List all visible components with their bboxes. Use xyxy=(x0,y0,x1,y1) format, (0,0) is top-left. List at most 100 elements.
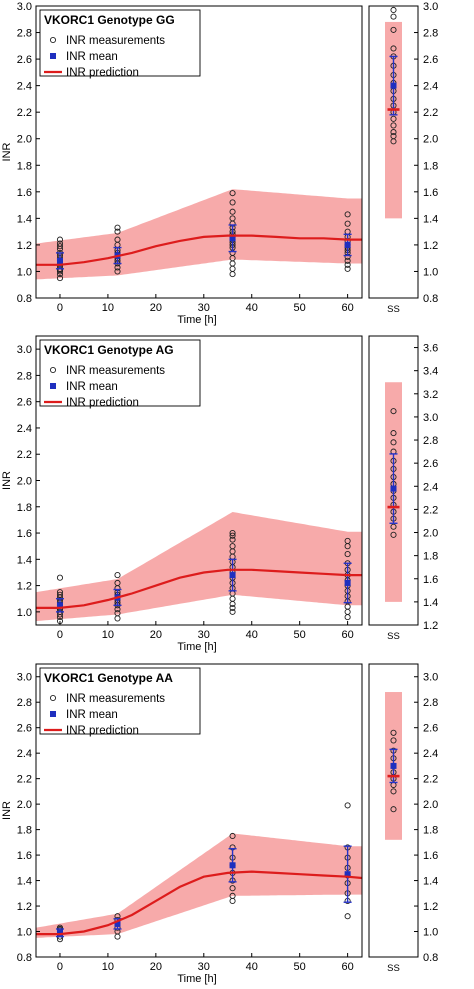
ss-measurement-point xyxy=(390,531,397,538)
measurement-point xyxy=(229,265,236,272)
y-tick-label: 1.6 xyxy=(17,187,32,199)
plot-area xyxy=(36,189,362,282)
mean-marker xyxy=(56,602,63,609)
ss-measurement-point xyxy=(390,430,397,437)
y-tick-label: 2.6 xyxy=(17,723,32,735)
legend-mean-marker xyxy=(50,383,56,389)
prediction-band xyxy=(36,189,362,280)
legend-measurements-label: INR measurements xyxy=(66,693,165,705)
legend-measurement-marker xyxy=(49,694,57,702)
legend-title: VKORC1 Genotype GG xyxy=(44,13,175,27)
measurement-point xyxy=(344,537,351,544)
y-tick-label: 1.2 xyxy=(17,240,32,252)
ss-measurement-point xyxy=(390,806,397,813)
mean-marker xyxy=(56,257,63,264)
mean-marker xyxy=(229,572,236,579)
ss-axis-label: SS xyxy=(387,631,400,642)
x-tick-label: 30 xyxy=(198,302,210,314)
measurement-point xyxy=(344,261,351,268)
ss-frame xyxy=(368,663,419,958)
legend-mean-label: INR mean xyxy=(66,709,118,721)
y-tick-label: 1.6 xyxy=(17,528,32,540)
measurement-point xyxy=(114,606,121,613)
ss-y-tick-label: 2.6 xyxy=(423,723,438,735)
measurement-point xyxy=(56,243,64,250)
ss-y-tick-label: 2.4 xyxy=(423,481,438,493)
x-tick-label: 0 xyxy=(57,629,63,641)
mean-marker xyxy=(114,920,121,927)
ss-measurement-point xyxy=(390,729,397,736)
ss-axis-label: SS xyxy=(387,304,400,315)
y-tick-label: 2.2 xyxy=(17,107,32,119)
ss-y-tick-label: 2.6 xyxy=(423,54,438,66)
y-tick-label: 2.6 xyxy=(17,54,32,66)
ss-y-tick-label: 2.8 xyxy=(423,28,438,40)
measurement-point xyxy=(344,265,351,272)
y-tick-label: 3.0 xyxy=(17,344,32,356)
measurement-point xyxy=(229,215,236,222)
measurement-point xyxy=(344,608,351,615)
x-tick-label: 40 xyxy=(246,629,258,641)
measurement-point xyxy=(56,591,64,598)
legend: VKORC1 Genotype GG INR measurements INR me… xyxy=(39,9,201,79)
measurement-point xyxy=(114,236,121,243)
measurement-point xyxy=(114,610,121,617)
y-tick-label: 1.0 xyxy=(17,607,32,619)
measurement-point xyxy=(229,543,236,550)
ss-y-tick-label: 3.0 xyxy=(423,672,438,684)
ss-y-tick-label: 1.2 xyxy=(423,620,438,632)
x-tick-label: 20 xyxy=(150,629,162,641)
ss-measurement-point xyxy=(390,133,397,140)
measurement-point xyxy=(114,264,121,271)
y-tick-label: 3.0 xyxy=(17,672,32,684)
measurement-point xyxy=(229,260,236,267)
legend-prediction-label: INR prediction xyxy=(66,397,139,409)
y-tick-label: 0.8 xyxy=(17,952,32,964)
x-tick-label: 30 xyxy=(198,961,210,973)
legend-title: VKORC1 Genotype AG xyxy=(44,343,174,357)
y-tick-label: 1.2 xyxy=(17,901,32,913)
measurement-point xyxy=(229,885,236,892)
ss-mean-marker xyxy=(390,485,397,492)
y-tick-label: 1.4 xyxy=(17,213,32,225)
ss-y-tick-label: 1.2 xyxy=(423,901,438,913)
y-tick-label: 2.8 xyxy=(17,697,32,709)
y-axis-label: INR xyxy=(1,801,13,820)
y-axis-label: INR xyxy=(1,142,13,161)
ss-measurement-point xyxy=(390,26,397,33)
y-tick-label: 1.4 xyxy=(17,554,32,566)
y-tick-label: 1.8 xyxy=(17,160,32,172)
mean-marker xyxy=(229,862,236,869)
ss-y-tick-label: 2.0 xyxy=(423,528,438,540)
measurement-point xyxy=(114,572,121,579)
ss-y-tick-label: 3.4 xyxy=(423,366,438,378)
legend-mean-marker xyxy=(50,53,56,59)
x-tick-label: 20 xyxy=(150,302,162,314)
ss-y-tick-label: 1.6 xyxy=(423,187,438,199)
y-tick-label: 1.6 xyxy=(17,850,32,862)
measurement-point xyxy=(229,529,236,537)
steady-state-panel: 0.8 1.0 1.2 1.4 1.6 1.8 2.0 2.2 2.4 2.6 2.8 3.0 SS xyxy=(368,663,438,974)
legend-prediction-label: INR prediction xyxy=(66,725,139,737)
prediction-line xyxy=(36,568,362,609)
y-tick-label: 0.8 xyxy=(17,293,32,305)
measurement-point xyxy=(56,589,64,596)
x-tick-label: 30 xyxy=(198,629,210,641)
measurement-point xyxy=(229,536,236,543)
x-axis-label: Time [h] xyxy=(177,973,216,985)
ss-measurement-point xyxy=(390,523,397,530)
measurement-point xyxy=(229,600,236,608)
y-tick-label: 1.0 xyxy=(17,927,32,939)
mean-marker xyxy=(344,241,351,248)
measurement-point xyxy=(229,532,236,539)
x-tick-label: 40 xyxy=(246,961,258,973)
y-tick-label: 2.4 xyxy=(17,81,32,93)
legend-box xyxy=(39,9,201,77)
measurement-point xyxy=(344,913,351,920)
ss-y-tick-label: 1.0 xyxy=(423,927,438,939)
ss-mean-marker xyxy=(390,762,397,769)
legend-measurements-label: INR measurements xyxy=(66,35,165,47)
y-tick-label: 1.8 xyxy=(17,825,32,837)
measurement-point xyxy=(229,897,236,904)
x-tick-label: 10 xyxy=(102,629,114,641)
